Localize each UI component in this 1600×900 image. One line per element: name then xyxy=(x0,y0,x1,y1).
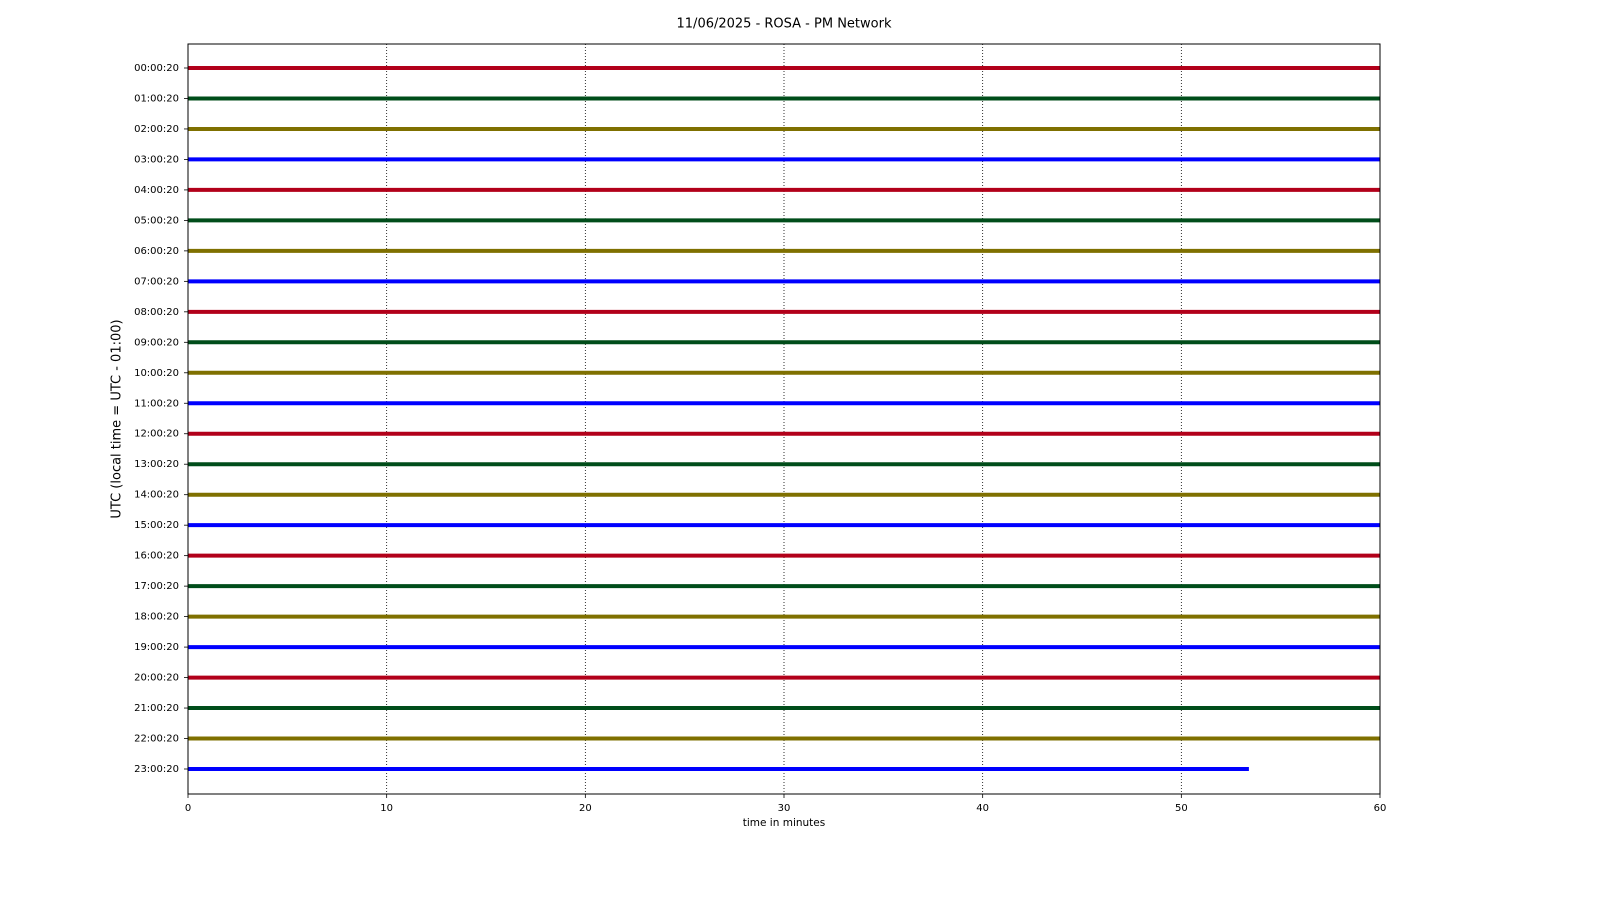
y-tick-label: 12:00:20 xyxy=(134,429,179,440)
x-axis-label: time in minutes xyxy=(743,817,825,829)
y-tick-label: 21:00:20 xyxy=(134,703,179,714)
plot-frame xyxy=(187,43,1381,795)
x-tick-label: 30 xyxy=(778,803,791,814)
x-tick-label: 60 xyxy=(1374,803,1387,814)
y-tick-label: 10:00:20 xyxy=(134,368,179,379)
y-tick-label: 23:00:20 xyxy=(134,764,179,775)
y-tick-label: 03:00:20 xyxy=(134,154,179,165)
x-tick-label: 10 xyxy=(380,803,393,814)
y-tick-label: 00:00:20 xyxy=(134,63,179,74)
y-tick-label: 18:00:20 xyxy=(134,612,179,623)
y-tick-label: 01:00:20 xyxy=(134,93,179,104)
y-tick-label: 22:00:20 xyxy=(134,734,179,745)
x-tick-label: 40 xyxy=(976,803,989,814)
y-tick-label: 17:00:20 xyxy=(134,581,179,592)
y-tick-label: 19:00:20 xyxy=(134,642,179,653)
y-tick-label: 14:00:20 xyxy=(134,490,179,501)
y-tick-label: 02:00:20 xyxy=(134,124,179,135)
y-tick-label: 09:00:20 xyxy=(134,337,179,348)
y-tick-label: 08:00:20 xyxy=(134,307,179,318)
y-tick-label: 06:00:20 xyxy=(134,246,179,257)
y-tick-label: 11:00:20 xyxy=(134,398,179,409)
y-tick-label: 07:00:20 xyxy=(134,276,179,287)
y-tick-label: 20:00:20 xyxy=(134,673,179,684)
x-tick-label: 50 xyxy=(1175,803,1188,814)
y-axis-label: UTC (local time = UTC - 01:00) xyxy=(110,319,125,518)
y-tick-label: 15:00:20 xyxy=(134,520,179,531)
chart-title: 11/06/2025 - ROSA - PM Network xyxy=(677,17,892,32)
y-tick-label: 05:00:20 xyxy=(134,215,179,226)
y-tick-label: 13:00:20 xyxy=(134,459,179,470)
y-tick-label: 04:00:20 xyxy=(134,185,179,196)
x-tick-label: 0 xyxy=(185,803,191,814)
x-tick-label: 20 xyxy=(579,803,592,814)
y-tick-label: 16:00:20 xyxy=(134,551,179,562)
